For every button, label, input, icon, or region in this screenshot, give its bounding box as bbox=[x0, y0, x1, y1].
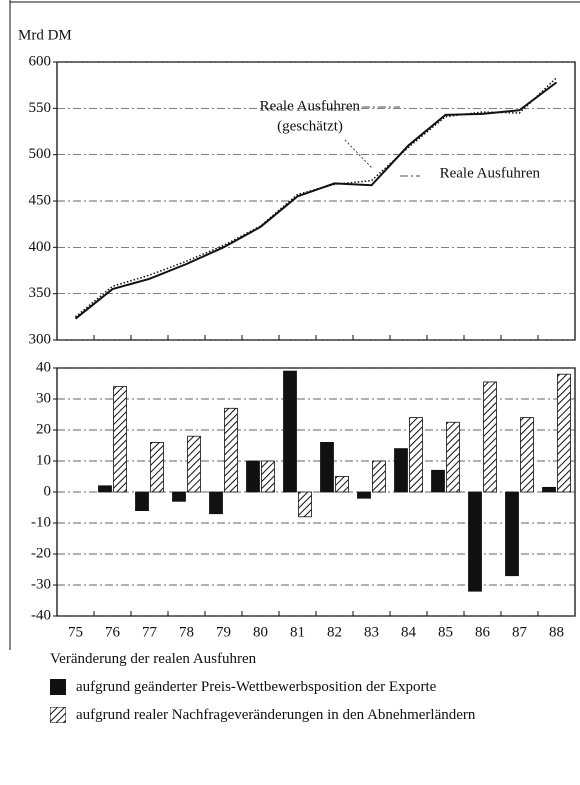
bar bbox=[187, 435, 201, 493]
bar bbox=[320, 441, 334, 493]
x-tick-label: 81 bbox=[290, 624, 305, 640]
bar bbox=[135, 491, 149, 512]
bar bbox=[394, 448, 408, 493]
bar bbox=[172, 491, 186, 502]
bar bbox=[335, 476, 349, 493]
bar bbox=[246, 460, 260, 493]
leader bbox=[344, 139, 373, 169]
y-tick-label: 10 bbox=[36, 452, 51, 468]
x-tick-label: 75 bbox=[68, 624, 83, 640]
y-tick-label: 350 bbox=[29, 285, 52, 301]
x-tick-label: 83 bbox=[364, 624, 379, 640]
y-tick-label: 30 bbox=[36, 390, 51, 406]
legend-swatch bbox=[50, 707, 66, 723]
bar bbox=[557, 373, 571, 493]
legend-swatch bbox=[50, 679, 66, 695]
legend-label: aufgrund realer Nachfrageveränderungen i… bbox=[76, 707, 476, 723]
bar bbox=[409, 417, 423, 493]
bar bbox=[505, 491, 519, 577]
legend-label: aufgrund geänderter Preis-Wettbewerbspos… bbox=[76, 679, 437, 695]
bar bbox=[283, 370, 297, 493]
line bbox=[74, 81, 558, 320]
x-tick-label: 88 bbox=[549, 624, 564, 640]
legend: Veränderung der realen Ausfuhren aufgrun… bbox=[50, 650, 520, 724]
bar bbox=[113, 386, 127, 493]
x-tick-label: 87 bbox=[512, 624, 528, 640]
axis-label: Mrd DM bbox=[18, 27, 72, 43]
x-tick-label: 77 bbox=[142, 624, 158, 640]
y-tick-label: 500 bbox=[29, 146, 52, 162]
legend-item: aufgrund realer Nachfrageveränderungen i… bbox=[50, 706, 520, 724]
y-tick-label: 600 bbox=[29, 53, 52, 69]
bar bbox=[468, 491, 482, 592]
bar bbox=[483, 381, 497, 493]
y-tick-label: -20 bbox=[31, 545, 51, 561]
y-tick-label: 0 bbox=[44, 483, 52, 499]
bar bbox=[431, 469, 445, 493]
x-tick-label: 82 bbox=[327, 624, 342, 640]
y-tick-label: 450 bbox=[29, 192, 52, 208]
x-tick-label: 85 bbox=[438, 624, 453, 640]
bar bbox=[98, 485, 112, 493]
bar bbox=[542, 486, 556, 493]
y-tick-label: 40 bbox=[36, 359, 51, 375]
y-tick-label: -30 bbox=[31, 576, 51, 592]
x-tick-label: 80 bbox=[253, 624, 268, 640]
bar bbox=[150, 441, 164, 493]
bar bbox=[520, 417, 534, 493]
y-tick-label: 300 bbox=[29, 331, 52, 347]
y-tick-label: 400 bbox=[29, 239, 52, 255]
legend-item: aufgrund geänderter Preis-Wettbewerbspos… bbox=[50, 678, 520, 696]
x-tick-label: 78 bbox=[179, 624, 194, 640]
bar bbox=[357, 491, 371, 499]
bar bbox=[446, 421, 460, 493]
y-tick-label: 550 bbox=[29, 100, 52, 116]
legend-title: Veränderung der realen Ausfuhren bbox=[50, 651, 257, 667]
y-tick-label: -10 bbox=[31, 514, 51, 530]
bar bbox=[372, 460, 386, 493]
x-tick-label: 76 bbox=[105, 624, 121, 640]
bar bbox=[298, 491, 312, 518]
bar bbox=[261, 460, 275, 493]
x-tick-label: 79 bbox=[216, 624, 231, 640]
series-label: Reale Ausfuhren bbox=[440, 165, 541, 181]
x-tick-label: 86 bbox=[475, 624, 491, 640]
series-label: Reale Ausfuhren bbox=[260, 98, 361, 114]
y-tick-label: 20 bbox=[36, 421, 51, 437]
bar bbox=[224, 407, 238, 493]
x-tick-label: 84 bbox=[401, 624, 417, 640]
series-label: (geschätzt) bbox=[277, 118, 343, 134]
bar bbox=[209, 491, 223, 515]
y-tick-label: -40 bbox=[31, 607, 51, 623]
